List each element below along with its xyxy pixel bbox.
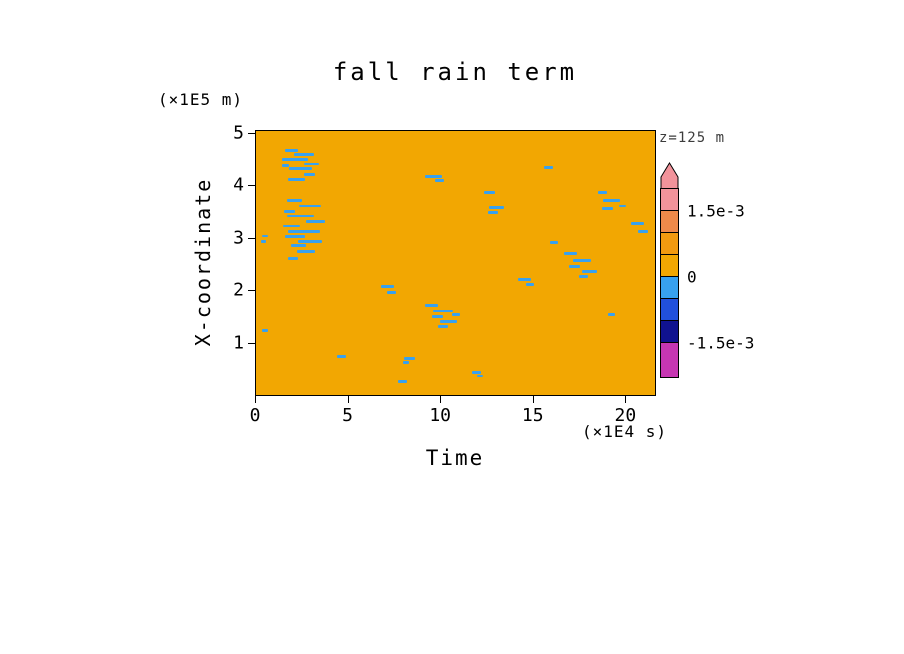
rain-patch [288, 257, 298, 260]
colorbar-band [660, 342, 679, 378]
rain-patch [602, 206, 614, 210]
rain-patch [404, 356, 416, 360]
rain-patch [283, 209, 295, 213]
colorbar-band [660, 232, 679, 255]
rain-patch [288, 178, 306, 182]
rain-patch [282, 224, 300, 228]
x-tick-label: 20 [614, 405, 637, 426]
x-tick-mark [532, 396, 534, 403]
colorbar-band [660, 188, 679, 211]
colorbar-band [660, 320, 679, 343]
rain-patch [581, 270, 597, 274]
rain-patch [284, 148, 298, 152]
rain-patch [281, 163, 290, 167]
y-axis-label: X-coordinate [191, 177, 215, 347]
rain-patch [477, 374, 483, 378]
colorbar-tick-label: 0 [687, 267, 697, 287]
x-tick-label: 0 [249, 405, 261, 426]
rain-patch [434, 179, 444, 183]
rain-patch [572, 259, 592, 263]
rain-patch [291, 244, 306, 248]
rain-patch [597, 190, 607, 194]
x-tick-mark [440, 396, 442, 403]
rain-patch [306, 219, 325, 223]
rain-patch [287, 199, 303, 203]
rain-patch [543, 166, 554, 170]
rain-patch [564, 251, 578, 255]
y-tick-mark [248, 185, 255, 187]
rain-patch [489, 205, 505, 209]
rain-patch [432, 309, 454, 313]
colorbar-band [660, 254, 679, 277]
y-tick-label: 3 [233, 227, 244, 249]
rain-patch [638, 229, 648, 233]
rain-patch [381, 285, 394, 289]
colorbar-tick-label: 1.5e-3 [687, 201, 745, 221]
y-tick-label: 5 [233, 122, 244, 144]
colorbar-band [660, 298, 679, 321]
rain-patch [286, 214, 315, 218]
rain-patch [386, 291, 396, 295]
rain-patch [304, 162, 319, 166]
rain-patch [284, 235, 306, 238]
x-tick-label: 15 [521, 405, 544, 426]
y-tick-mark [248, 132, 255, 134]
rain-patch [425, 175, 443, 179]
x-axis-unit-label: (×1E4 s) [581, 422, 667, 441]
rain-patch [260, 239, 267, 243]
rain-patch [296, 249, 316, 253]
y-tick-label: 1 [233, 332, 244, 354]
rain-patch [607, 313, 616, 317]
colorbar-band [660, 276, 679, 299]
rain-patch [603, 199, 620, 203]
colorbar: 1.5e-3 0 -1.5e-3 [660, 162, 780, 422]
y-tick-label: 4 [233, 174, 244, 196]
x-tick-mark [625, 396, 627, 403]
rain-patch [293, 153, 315, 157]
rain-patch [438, 325, 448, 329]
y-axis-unit-label: (×1E5 m) [158, 90, 244, 109]
rain-patch [298, 204, 321, 208]
rain-patch [336, 355, 346, 359]
rain-patch [518, 278, 531, 281]
colorbar-arrow-icon [660, 162, 679, 189]
rain-patch [288, 229, 320, 233]
rain-patch [403, 361, 409, 365]
colorbar-band [660, 210, 679, 233]
rain-patch [618, 204, 627, 208]
rain-patch [452, 312, 460, 316]
y-tick-mark [248, 237, 255, 239]
rain-patch [579, 275, 589, 279]
rain-patch [297, 239, 322, 243]
rain-patch [431, 314, 444, 318]
level-annotation: z=125 m [659, 130, 726, 146]
rain-patch [631, 222, 644, 226]
rain-patch [397, 379, 407, 383]
rain-patch [471, 370, 481, 374]
x-tick-label: 10 [429, 405, 452, 426]
rain-patch [488, 210, 498, 214]
rain-patch [281, 158, 308, 162]
rain-patch [526, 283, 534, 287]
rain-patch [425, 304, 439, 308]
y-tick-mark [248, 290, 255, 292]
y-tick-label: 2 [233, 279, 244, 301]
x-tick-mark [347, 396, 349, 403]
x-tick-mark [255, 396, 256, 403]
rain-patch [483, 190, 495, 194]
plot-area [255, 130, 656, 396]
rain-patch [304, 173, 316, 176]
rain-patch [289, 167, 312, 171]
colorbar-tick-label: -1.5e-3 [687, 333, 755, 353]
y-tick-mark [248, 342, 255, 344]
rain-patch [568, 264, 581, 268]
rain-patch [262, 328, 269, 332]
x-tick-label: 5 [342, 405, 353, 426]
chart-title: fall rain term [332, 58, 578, 86]
rain-patch [550, 241, 558, 245]
x-axis-label: Time [425, 446, 485, 470]
rain-patch [440, 320, 457, 323]
rain-patch [262, 234, 269, 238]
